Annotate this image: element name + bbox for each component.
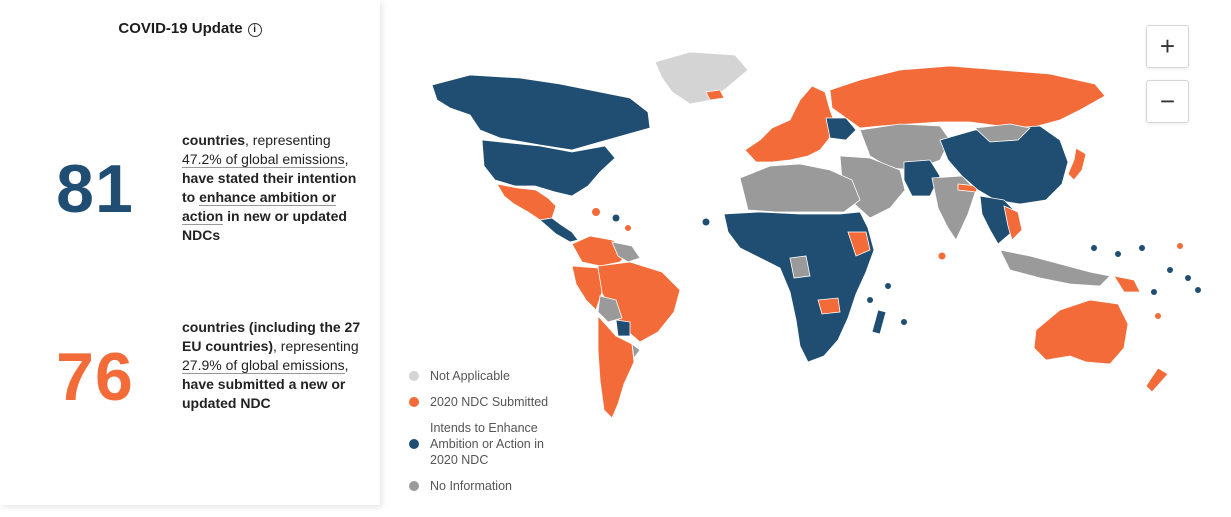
stat2-countries: countries (including the 27 EU countries…: [182, 319, 361, 354]
country-japan[interactable]: [1067, 147, 1087, 181]
stat2-comma: ,: [344, 357, 349, 373]
country-canada[interactable]: [431, 74, 651, 151]
country-mongolia[interactable]: [974, 123, 1031, 143]
island-pacific-7[interactable]: [1195, 287, 1201, 293]
country-papua[interactable]: [1113, 275, 1141, 293]
panel-title-text: COVID-19 Update: [118, 20, 243, 37]
legend-label: Not Applicable: [430, 369, 510, 383]
country-madagascar[interactable]: [871, 309, 887, 335]
region-north-africa[interactable]: [739, 163, 861, 213]
region-central-america[interactable]: [539, 217, 579, 243]
legend-item-not-applicable: Not Applicable: [409, 368, 579, 384]
island-pacific-2[interactable]: [1115, 251, 1121, 257]
country-uruguay[interactable]: [631, 343, 641, 360]
world-map[interactable]: [395, 0, 1231, 517]
region-south-asia-west[interactable]: [903, 159, 941, 197]
country-usa[interactable]: [481, 139, 616, 197]
island-comoros[interactable]: [867, 297, 873, 303]
country-paraguay[interactable]: [615, 319, 631, 337]
stat1-comma: ,: [344, 151, 349, 167]
island-caribbean-1[interactable]: [592, 208, 600, 216]
stat2-emissions-link[interactable]: 27.9% of global emissions: [182, 357, 345, 374]
panel-title: COVID-19 Update i: [0, 20, 380, 37]
covid-update-panel: COVID-19 Update i 81 countries, represent…: [0, 0, 380, 505]
legend-item-submitted: 2020 NDC Submitted: [409, 394, 579, 410]
info-circle-icon[interactable]: i: [247, 23, 262, 37]
country-vietnam[interactable]: [1003, 205, 1023, 241]
island-maldives[interactable]: [938, 252, 946, 260]
country-iceland[interactable]: [705, 89, 725, 101]
region-eastern-europe[interactable]: [825, 117, 857, 141]
stat1-countries: countries: [182, 132, 246, 148]
enhance-description: countries, representing 47.2% of global …: [182, 131, 372, 245]
legend-dot-not-applicable: [409, 371, 419, 381]
island-seychelles[interactable]: [885, 283, 891, 289]
enhance-count: 81: [56, 151, 134, 227]
country-peru[interactable]: [571, 265, 603, 311]
map-legend: Not Applicable 2020 NDC Submitted Intend…: [409, 368, 579, 494]
legend-dot-submitted: [409, 397, 419, 407]
zoom-out-button[interactable]: −: [1146, 80, 1189, 123]
country-greenland[interactable]: [654, 51, 749, 105]
island-pacific-5[interactable]: [1167, 267, 1173, 273]
world-map-svg[interactable]: [395, 0, 1231, 517]
island-pacific-9[interactable]: [1155, 313, 1161, 319]
legend-dot-no-info: [409, 481, 419, 491]
stat2-representing: , representing: [273, 338, 359, 354]
stat1-enhance-link[interactable]: enhance ambition or action: [182, 189, 337, 225]
island-pacific-1[interactable]: [1091, 245, 1097, 251]
island-pacific-6[interactable]: [1185, 275, 1191, 281]
legend-label: Intends to Enhance Ambition or Action in…: [430, 421, 544, 467]
island-mauritius[interactable]: [901, 319, 907, 325]
country-bolivia[interactable]: [597, 295, 623, 323]
country-australia[interactable]: [1033, 299, 1129, 365]
legend-label: No Information: [430, 479, 512, 493]
region-central-asia[interactable]: [859, 123, 951, 171]
region-europe[interactable]: [744, 85, 837, 163]
island-pacific-8[interactable]: [1151, 289, 1157, 295]
stat1-tail: in new or updated NDCs: [182, 208, 347, 243]
legend-item-intends: Intends to Enhance Ambition or Action in…: [409, 420, 549, 468]
stat1-stated: have stated their intention to: [182, 170, 357, 205]
country-angola-gray[interactable]: [789, 255, 811, 279]
country-argentina[interactable]: [597, 314, 635, 419]
legend-label: 2020 NDC Submitted: [430, 395, 549, 409]
island-caribbean-2[interactable]: [612, 214, 620, 222]
legend-item-no-info: No Information: [409, 478, 579, 494]
stat1-emissions-link[interactable]: 47.2% of global emissions: [182, 151, 345, 168]
submitted-description: countries (including the 27 EU countries…: [182, 318, 372, 413]
legend-dot-intends: [409, 439, 419, 449]
region-guianas[interactable]: [611, 241, 641, 263]
country-new-zealand[interactable]: [1145, 367, 1169, 393]
region-sub-saharan-africa[interactable]: [723, 211, 875, 363]
stat1-representing: , representing: [245, 132, 331, 148]
zoom-in-button[interactable]: +: [1146, 25, 1189, 68]
submitted-count: 76: [56, 339, 134, 415]
country-zambia[interactable]: [817, 297, 841, 315]
island-caribbean-3[interactable]: [625, 225, 631, 231]
country-russia[interactable]: [829, 65, 1106, 129]
stat2-tail: have submitted a new or updated NDC: [182, 376, 346, 411]
region-maritime-asia[interactable]: [999, 249, 1111, 287]
country-ethiopia[interactable]: [847, 231, 871, 257]
island-pacific-4[interactable]: [1177, 243, 1183, 249]
island-pacific-3[interactable]: [1139, 245, 1145, 251]
island-cabo-verde[interactable]: [702, 218, 710, 226]
